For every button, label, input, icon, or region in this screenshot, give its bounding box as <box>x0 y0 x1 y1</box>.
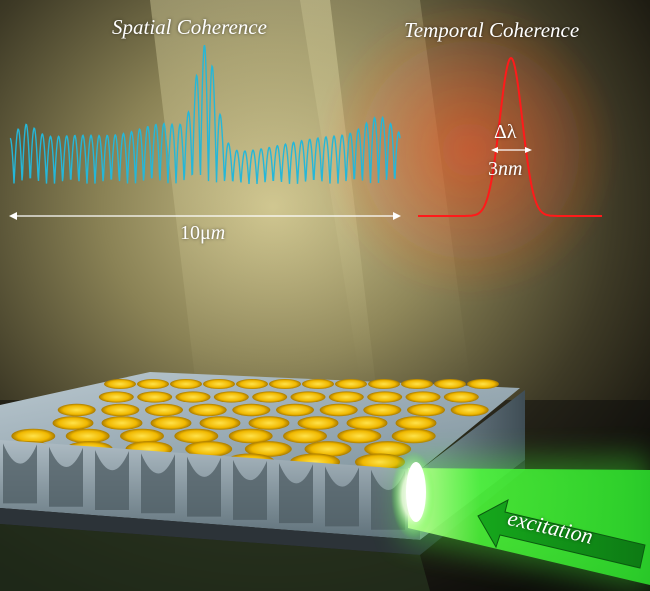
slab-bottom-edge <box>0 460 525 555</box>
pore <box>367 391 403 403</box>
pore <box>405 391 441 403</box>
pore <box>120 428 164 444</box>
pore <box>57 403 96 417</box>
pore <box>150 416 192 430</box>
beam-spot-core <box>406 462 426 522</box>
spatial-scale-arrow <box>9 212 401 220</box>
front-pore <box>325 466 359 527</box>
front-pore <box>141 453 175 514</box>
front-pore <box>187 456 221 517</box>
pore <box>363 403 402 417</box>
pore <box>203 379 235 389</box>
excitation-beam <box>391 451 650 591</box>
pore <box>443 391 479 403</box>
pore <box>407 403 445 417</box>
front-pore <box>95 450 129 510</box>
pore <box>170 379 202 389</box>
pore <box>199 416 241 430</box>
pore <box>368 379 400 389</box>
pore <box>337 428 382 444</box>
front-pore <box>3 443 37 504</box>
pore <box>450 403 489 417</box>
pore <box>104 379 136 389</box>
spatial-scale-label: 10μm <box>180 222 225 245</box>
pore <box>137 379 169 389</box>
pore <box>137 391 173 403</box>
pore <box>252 391 288 403</box>
pore <box>395 416 437 430</box>
linewidth-label: 3nm <box>488 158 522 181</box>
pore <box>11 428 56 444</box>
excitation-arrow <box>477 499 646 569</box>
pore <box>244 441 292 457</box>
spatial-interference-trace <box>9 45 401 185</box>
front-pore <box>49 446 83 507</box>
pore <box>304 441 352 457</box>
spatial-scale-number: 10μ <box>180 222 211 244</box>
slab-reflection <box>0 524 430 591</box>
pore <box>145 403 183 417</box>
pore <box>65 428 110 444</box>
linewidth-arrow <box>491 147 532 153</box>
linewidth-unit: nm <box>498 158 523 180</box>
pore <box>276 403 314 417</box>
spatial-coherence-title: Spatial Coherence <box>112 15 267 39</box>
pore <box>101 403 140 417</box>
front-pore <box>279 463 313 524</box>
pore <box>319 403 358 417</box>
pore <box>434 379 466 389</box>
linewidth-symbol: Δλ <box>494 121 517 143</box>
pore <box>248 416 290 430</box>
linewidth-number: 3 <box>488 158 498 180</box>
temporal-coherence-title: Temporal Coherence <box>404 18 580 42</box>
red-glow <box>320 0 620 300</box>
pore <box>302 379 334 389</box>
pore <box>328 391 364 403</box>
pore <box>101 416 143 430</box>
pore <box>232 403 271 417</box>
pore <box>364 441 412 457</box>
pore <box>269 379 301 389</box>
temporal-spectrum-trace <box>418 56 602 217</box>
pore <box>290 391 326 403</box>
pore <box>188 403 227 417</box>
pore <box>335 379 367 389</box>
spatial-scale-unit: m <box>210 222 226 244</box>
pore <box>52 416 94 430</box>
pore <box>467 379 499 389</box>
front-pore-array <box>3 443 405 530</box>
pore <box>401 379 433 389</box>
pore <box>297 416 339 430</box>
pore <box>213 391 249 403</box>
pore-array <box>0 379 499 471</box>
pore <box>175 391 211 403</box>
front-pore <box>233 459 267 520</box>
pore <box>174 428 219 444</box>
pore <box>283 428 327 444</box>
pore <box>228 428 273 444</box>
pore <box>346 416 388 430</box>
pore <box>98 391 134 403</box>
pore <box>236 379 268 389</box>
pore <box>185 441 233 457</box>
photonic-crystal-slab <box>0 372 525 591</box>
pore <box>391 428 436 444</box>
